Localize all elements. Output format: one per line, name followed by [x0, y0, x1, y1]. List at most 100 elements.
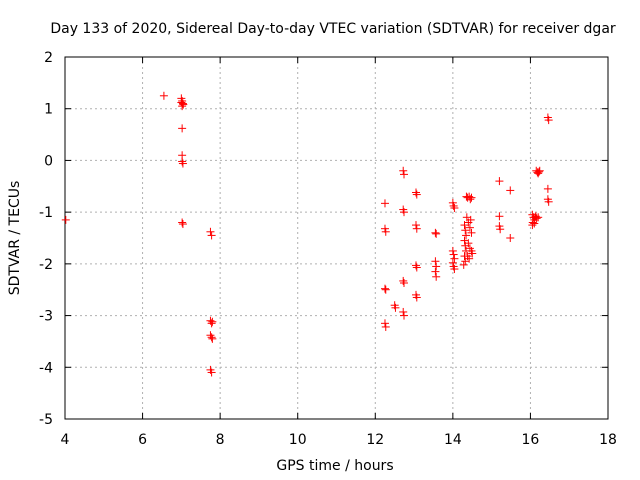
y-tick-labels: -5 -4 -3 -2 -1 0 1 2 [39, 50, 53, 428]
data-point [465, 254, 474, 263]
data-point [462, 231, 471, 240]
x-tick-label: 16 [522, 432, 540, 448]
y-tick-label: 1 [44, 102, 53, 118]
data-point [506, 234, 515, 242]
data-point [461, 226, 470, 235]
data-point [380, 284, 389, 293]
data-point [543, 184, 552, 193]
data-point [412, 221, 421, 230]
data-point [535, 166, 544, 175]
x-tick-label: 4 [61, 432, 70, 448]
data-point [178, 218, 187, 227]
data-point [208, 334, 217, 343]
data-point [177, 98, 186, 107]
data-point [532, 214, 541, 223]
y-tick-label: -4 [39, 360, 53, 376]
data-point [178, 102, 187, 111]
data-point [399, 170, 408, 179]
data-point [399, 276, 408, 285]
data-point [412, 190, 421, 199]
data-point [178, 157, 187, 166]
data-point [380, 199, 389, 208]
data-point [496, 225, 505, 234]
data-point [495, 212, 504, 221]
y-tick-label: -1 [39, 205, 53, 221]
data-point [450, 204, 459, 213]
data-point [399, 307, 408, 316]
grid-lines [65, 57, 608, 419]
data-point [412, 224, 421, 233]
data-point [159, 91, 168, 100]
x-tick-label: 10 [289, 432, 307, 448]
data-point [530, 219, 539, 228]
data-point [449, 250, 458, 259]
data-point [468, 249, 477, 258]
data-point [431, 257, 440, 266]
x-tick-label: 6 [138, 432, 147, 448]
data-point [432, 262, 441, 271]
data-point [206, 227, 215, 236]
data-point [391, 303, 400, 312]
y-tick-label: -3 [39, 309, 53, 325]
data-point [207, 368, 216, 377]
data-point [465, 223, 474, 232]
x-tick-label: 12 [366, 432, 384, 448]
data-point [399, 166, 408, 175]
plot-frame [64, 56, 609, 420]
data-point [412, 293, 421, 302]
x-tick-label: 8 [216, 432, 225, 448]
data-point [459, 260, 468, 269]
data-point [432, 272, 441, 281]
data-point [534, 213, 543, 222]
data-point [208, 317, 217, 326]
data-point [466, 195, 475, 204]
data-point [528, 221, 537, 230]
data-points [61, 91, 553, 377]
data-point [207, 231, 216, 240]
x-tick-label: 14 [444, 432, 462, 448]
data-point [399, 311, 408, 320]
data-point [432, 229, 441, 238]
data-point [449, 201, 458, 210]
data-point [179, 100, 188, 109]
data-point [381, 322, 390, 331]
data-point [178, 220, 187, 229]
data-point [450, 254, 459, 263]
data-point [448, 246, 457, 255]
data-point [399, 208, 408, 217]
data-point [506, 186, 515, 195]
data-point [207, 333, 216, 342]
data-point [431, 267, 440, 276]
data-point [544, 116, 553, 125]
data-point [412, 261, 421, 270]
data-point [207, 319, 216, 328]
data-point [467, 193, 476, 202]
data-point [467, 228, 476, 237]
data-point [466, 215, 475, 224]
data-point [381, 227, 390, 236]
x-tick-label: 18 [599, 432, 617, 448]
data-point [495, 177, 504, 186]
data-point [178, 124, 187, 133]
y-tick-label: -5 [39, 412, 53, 428]
y-tick-label: 2 [44, 50, 53, 66]
x-axis-title: GPS time / hours [276, 458, 393, 474]
chart-title: Day 133 of 2020, Sidereal Day-to-day VTE… [50, 21, 616, 37]
y-tick-label: 0 [44, 153, 53, 169]
data-point [380, 319, 389, 328]
data-point [412, 188, 421, 197]
x-tick-labels: 4 6 8 10 12 14 16 18 [61, 432, 617, 448]
data-point [534, 167, 543, 176]
y-axis-title: SDTVAR / TECUs [7, 181, 23, 296]
data-point [448, 258, 457, 267]
data-point [431, 228, 440, 237]
data-point [450, 265, 459, 274]
data-point [61, 215, 70, 224]
data-point [399, 278, 408, 287]
data-point [412, 263, 421, 272]
data-point [381, 285, 390, 294]
data-point [178, 159, 187, 168]
data-point [464, 239, 473, 248]
